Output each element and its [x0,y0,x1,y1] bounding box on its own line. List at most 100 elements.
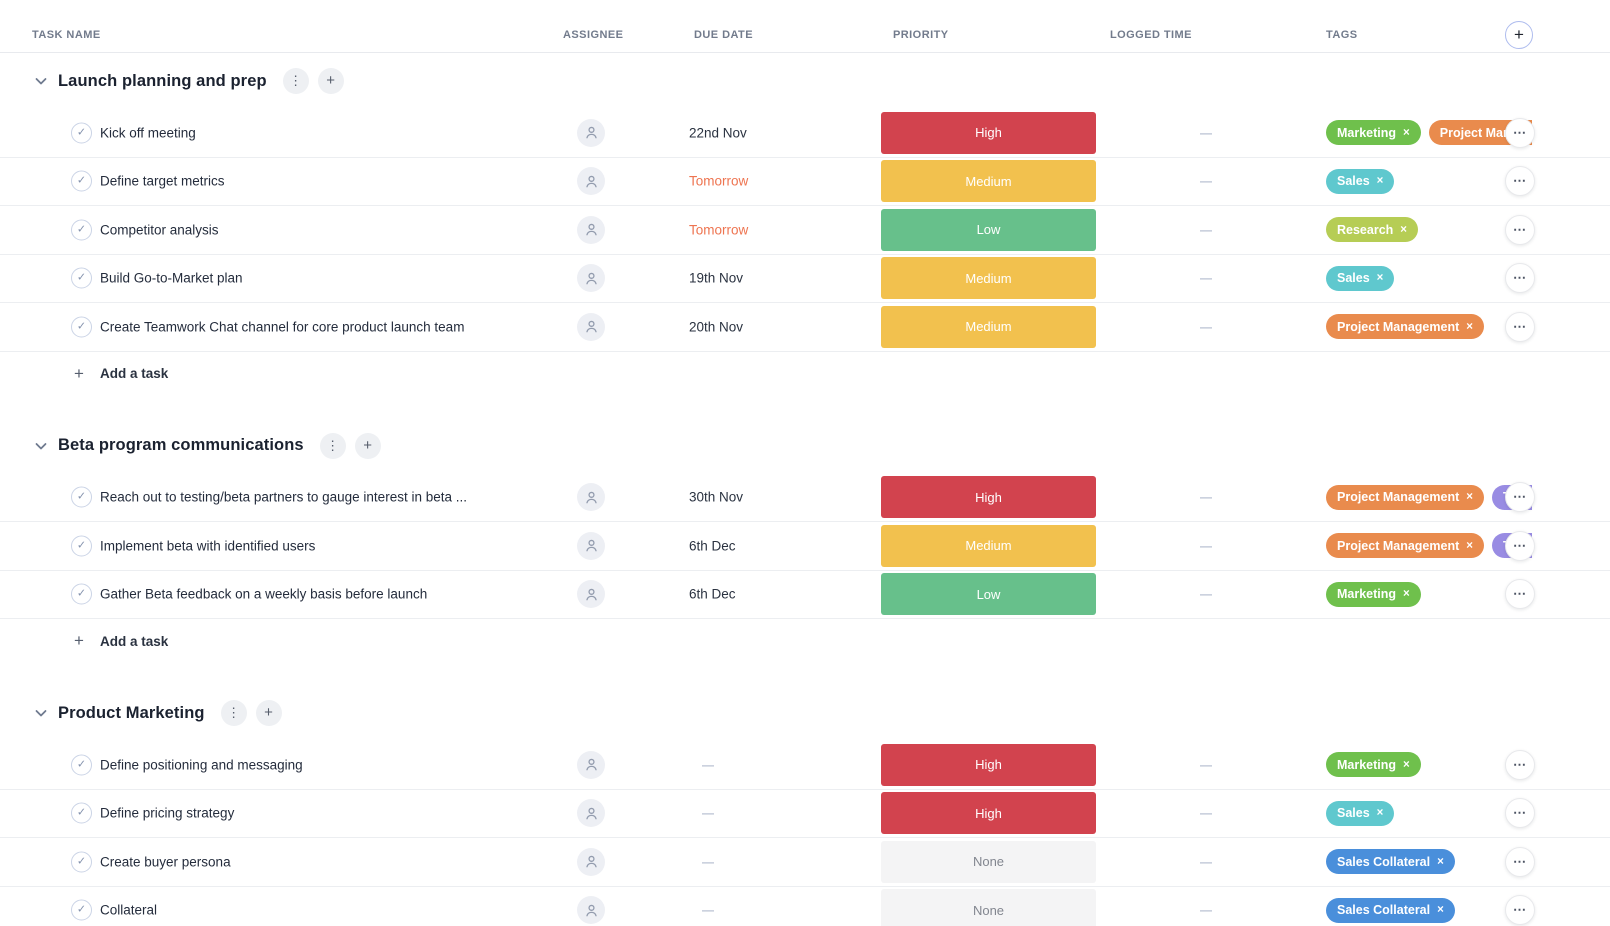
task-row[interactable]: ✓ Define pricing strategy — High — Sales… [0,790,1610,838]
section-menu-button[interactable]: ⋮ [282,68,309,94]
section-title[interactable]: Beta program communications [58,436,304,454]
remove-tag-icon[interactable]: × [1466,491,1473,504]
row-more-button[interactable]: ⋯ [1505,895,1535,926]
complete-task-checkbox[interactable]: ✓ [71,802,92,824]
task-name[interactable]: Define pricing strategy [100,805,235,821]
row-more-button[interactable]: ⋯ [1505,214,1535,245]
row-more-button[interactable]: ⋯ [1505,579,1535,610]
complete-task-checkbox[interactable]: ✓ [71,851,92,873]
priority-pill[interactable]: Low [881,208,1096,251]
section-title[interactable]: Launch planning and prep [58,71,267,90]
priority-pill[interactable]: Medium [881,160,1096,203]
due-date[interactable]: 6th Dec [689,538,736,554]
complete-task-checkbox[interactable]: ✓ [71,535,92,557]
row-more-button[interactable]: ⋯ [1505,798,1535,829]
add-task-button[interactable]: + Add a task [0,619,1610,663]
priority-pill[interactable]: Medium [881,524,1096,567]
complete-task-checkbox[interactable]: ✓ [71,122,92,144]
task-row[interactable]: ✓ Build Go-to-Market plan 19th Nov Mediu… [0,255,1610,303]
task-row[interactable]: ✓ Create Teamwork Chat channel for core … [0,303,1610,352]
complete-task-checkbox[interactable]: ✓ [71,267,92,289]
due-date[interactable]: 30th Nov [689,489,744,505]
tag-pill[interactable]: Project Management × [1326,314,1484,340]
assignee-avatar[interactable] [577,750,605,779]
task-row[interactable]: ✓ Gather Beta feedback on a weekly basis… [0,571,1610,619]
complete-task-checkbox[interactable]: ✓ [71,316,92,338]
task-name[interactable]: Gather Beta feedback on a weekly basis b… [100,586,428,602]
priority-pill[interactable]: Low [881,573,1096,616]
remove-tag-icon[interactable]: × [1403,588,1410,601]
task-row[interactable]: ✓ Collateral — None — Sales Collateral × … [0,887,1610,926]
priority-pill[interactable]: Medium [881,257,1096,300]
due-date[interactable]: 22nd Nov [689,125,747,141]
chevron-down-icon[interactable] [33,438,49,454]
tag-pill[interactable]: Marketing × [1326,120,1421,146]
complete-task-checkbox[interactable]: ✓ [71,486,92,508]
task-name[interactable]: Implement beta with identified users [100,538,316,554]
due-date[interactable]: — [702,757,714,772]
row-more-button[interactable]: ⋯ [1505,311,1535,342]
task-row[interactable]: ✓ Implement beta with identified users 6… [0,522,1610,571]
assignee-avatar[interactable] [577,847,605,876]
task-row[interactable]: ✓ Define target metrics Tomorrow Medium … [0,158,1610,206]
remove-tag-icon[interactable]: × [1376,272,1384,285]
remove-tag-icon[interactable]: × [1376,175,1384,188]
section-title[interactable]: Product Marketing [58,703,205,722]
add-task-button[interactable]: + Add a task [0,352,1610,396]
complete-task-checkbox[interactable]: ✓ [71,899,92,921]
complete-task-checkbox[interactable]: ✓ [71,219,92,241]
due-date[interactable]: Tomorrow [689,222,749,238]
row-more-button[interactable]: ⋯ [1505,846,1535,877]
remove-tag-icon[interactable]: × [1400,223,1408,236]
assignee-avatar[interactable] [577,896,605,925]
remove-tag-icon[interactable]: × [1437,855,1444,868]
assignee-avatar[interactable] [577,264,605,293]
tag-pill[interactable]: Research × [1326,217,1419,243]
task-row[interactable]: ✓ Kick off meeting 22nd Nov High — Marke… [0,109,1610,158]
section-menu-button[interactable]: ⋮ [319,432,346,459]
complete-task-checkbox[interactable]: ✓ [71,170,92,192]
row-more-button[interactable]: ⋯ [1505,749,1535,780]
task-row[interactable]: ✓ Create buyer persona — None — Sales Co… [0,838,1610,887]
row-more-button[interactable]: ⋯ [1505,482,1535,513]
task-name[interactable]: Kick off meeting [100,125,196,141]
tag-pill[interactable]: Sales Collateral × [1326,897,1455,923]
tag-pill[interactable]: Project Management × [1326,484,1484,510]
row-more-button[interactable]: ⋯ [1505,166,1535,197]
due-date[interactable]: 6th Dec [689,586,736,602]
priority-pill[interactable]: None [881,889,1096,926]
tag-pill[interactable]: Sales × [1326,168,1395,194]
task-name[interactable]: Competitor analysis [100,222,219,238]
assignee-avatar[interactable] [577,312,605,341]
section-add-button[interactable]: + [354,432,381,459]
assignee-avatar[interactable] [577,483,605,512]
tag-pill[interactable]: Sales × [1326,265,1395,291]
priority-pill[interactable]: High [881,476,1096,519]
chevron-down-icon[interactable] [33,73,49,89]
section-add-button[interactable]: + [317,68,344,94]
chevron-down-icon[interactable] [33,705,49,721]
assignee-avatar[interactable] [577,118,605,147]
task-row[interactable]: ✓ Competitor analysis Tomorrow Low — Res… [0,206,1610,255]
assignee-avatar[interactable] [577,167,605,196]
task-row[interactable]: ✓ Define positioning and messaging — Hig… [0,741,1610,790]
priority-pill[interactable]: High [881,792,1096,835]
remove-tag-icon[interactable]: × [1376,807,1384,820]
tag-pill[interactable]: Marketing × [1326,581,1421,607]
tag-pill[interactable]: Sales Collateral × [1326,849,1455,875]
task-name[interactable]: Define target metrics [100,173,225,189]
remove-tag-icon[interactable]: × [1403,126,1410,139]
priority-pill[interactable]: Medium [881,305,1096,348]
tag-pill[interactable]: Project Management × [1326,533,1484,559]
assignee-avatar[interactable] [577,799,605,828]
task-name[interactable]: Collateral [100,902,158,918]
task-row[interactable]: ✓ Reach out to testing/beta partners to … [0,474,1610,522]
task-name[interactable]: Build Go-to-Market plan [100,270,243,286]
assignee-avatar[interactable] [577,215,605,244]
tag-pill[interactable]: Marketing × [1326,752,1421,778]
remove-tag-icon[interactable]: × [1466,539,1473,552]
complete-task-checkbox[interactable]: ✓ [71,754,92,776]
remove-tag-icon[interactable]: × [1403,758,1410,771]
row-more-button[interactable]: ⋯ [1505,263,1535,294]
task-name[interactable]: Create buyer persona [100,854,231,870]
